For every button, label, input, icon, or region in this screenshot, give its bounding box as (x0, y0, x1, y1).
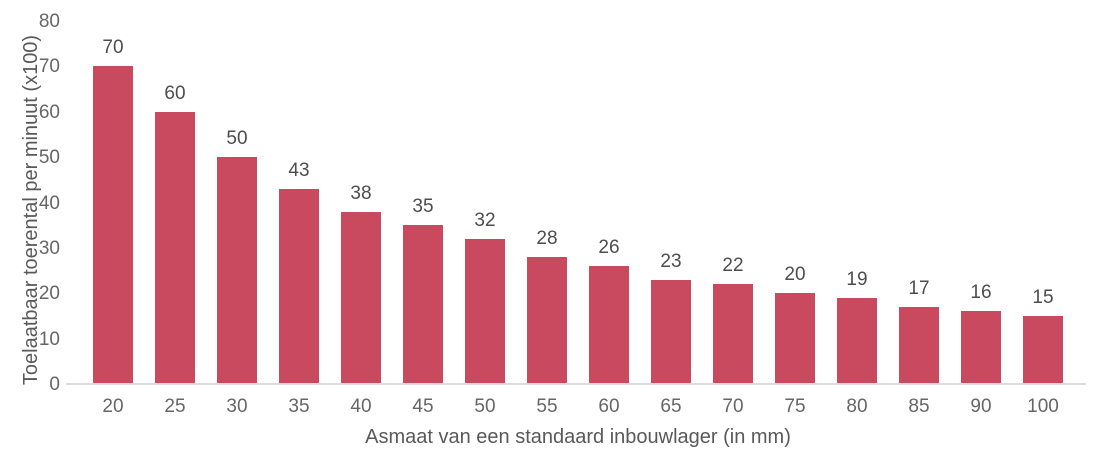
bar-value-label: 38 (350, 183, 372, 204)
bar (341, 212, 381, 383)
y-tick-label: 0 (49, 374, 60, 395)
bar-value-label: 60 (164, 83, 186, 104)
bar-value-label: 19 (846, 269, 868, 290)
x-tick-label: 60 (598, 396, 620, 417)
bar-value-label: 20 (784, 264, 806, 285)
bar-value-label: 70 (102, 37, 124, 58)
bar (961, 311, 1001, 383)
bar (651, 280, 691, 383)
bar (279, 189, 319, 383)
bar (93, 66, 133, 383)
y-tick-label: 80 (38, 11, 60, 32)
bar (1023, 316, 1063, 383)
x-tick-label: 100 (1027, 396, 1059, 417)
bar (217, 157, 257, 383)
bar (465, 239, 505, 383)
x-tick-label: 45 (412, 396, 434, 417)
bar (589, 266, 629, 383)
y-tick-label: 50 (38, 147, 60, 169)
y-tick-label: 30 (38, 237, 60, 259)
x-tick-label: 20 (102, 396, 124, 417)
y-tick-label: 20 (38, 283, 60, 305)
x-tick-label: 70 (722, 396, 744, 417)
y-tick-label: 40 (38, 192, 60, 214)
x-tick-label: 55 (536, 396, 558, 417)
bar-value-label: 32 (474, 210, 496, 231)
x-tick-label: 80 (846, 396, 868, 417)
bar (403, 225, 443, 383)
x-tick-label: 30 (226, 396, 248, 417)
x-tick-label: 90 (970, 396, 992, 417)
bar-value-label: 26 (598, 237, 620, 258)
x-axis-title: Asmaat van een standaard inbouwlager (in… (365, 426, 791, 448)
x-tick-label: 35 (288, 396, 310, 417)
x-tick-label: 40 (350, 396, 372, 417)
bar (775, 293, 815, 383)
x-tick-label: 25 (164, 396, 186, 417)
bar (527, 257, 567, 383)
bar-value-label: 43 (288, 160, 310, 181)
bar-value-label: 35 (412, 196, 434, 217)
x-tick-label: 85 (908, 396, 930, 417)
y-tick-label: 60 (38, 101, 60, 123)
bar (837, 298, 877, 383)
bar-value-label: 16 (970, 282, 992, 303)
bar-value-label: 28 (536, 228, 558, 249)
bar-value-label: 23 (660, 251, 682, 272)
x-tick-label: 50 (474, 396, 496, 417)
x-tick-label: 65 (660, 396, 682, 417)
bar-value-label: 17 (908, 278, 930, 299)
bar (899, 307, 939, 383)
y-tick-label: 10 (38, 328, 60, 350)
x-axis-line (66, 383, 1086, 385)
bar-value-label: 22 (722, 255, 744, 276)
bar-value-label: 15 (1032, 287, 1054, 308)
x-tick-label: 75 (784, 396, 806, 417)
y-tick-label: 70 (38, 56, 60, 78)
bar (155, 112, 195, 383)
bar (713, 284, 753, 383)
bar-value-label: 50 (226, 128, 248, 149)
